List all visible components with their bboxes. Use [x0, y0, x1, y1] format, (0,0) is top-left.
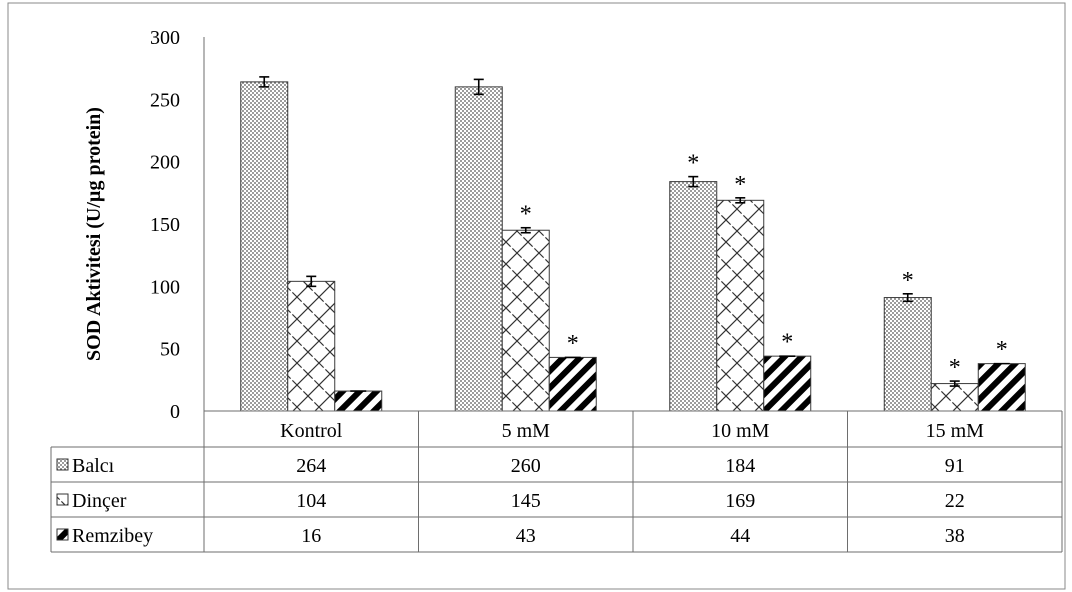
legend-label: Balcı: [72, 455, 115, 477]
table-cell-value: 38: [945, 525, 965, 547]
category-label: 10 mM: [711, 420, 770, 442]
table-cell-value: 43: [516, 525, 536, 547]
bar-remzibey-0: [334, 390, 383, 412]
legend-label: Dinçer: [72, 490, 127, 512]
table-cell-value: 260: [511, 455, 541, 477]
y-tick-label: 0: [170, 401, 180, 423]
significance-marker: *: [567, 331, 579, 357]
bar-diner-2: [716, 199, 765, 412]
significance-marker: *: [781, 330, 793, 356]
table-cell-value: 169: [725, 490, 755, 512]
table-cell-value: 16: [301, 525, 321, 547]
y-tick-label: 250: [150, 89, 180, 111]
category-label: Kontrol: [280, 420, 343, 442]
bar-balc-0: [240, 81, 289, 412]
table-cell-value: 44: [730, 525, 750, 547]
table-cell-value: 145: [511, 490, 541, 512]
table-cell-value: 264: [296, 455, 326, 477]
bar-balc-2: [669, 181, 718, 412]
category-label: 15 mM: [926, 420, 985, 442]
table-cell-value: 184: [725, 455, 755, 477]
legend-label: Remzibey: [72, 525, 153, 547]
bar-balc-3: [883, 297, 932, 412]
bar-remzibey-2: [763, 355, 812, 412]
y-tick-label: 200: [150, 152, 180, 174]
data-table: Kontrol 5 mM 10 mM 15 mM Balcı 264 260 184 91 Din…: [50, 410, 1063, 553]
legend-key-balc: [56, 458, 69, 471]
table-cell-value: 22: [945, 490, 965, 512]
significance-marker: *: [520, 202, 532, 228]
significance-marker: *: [687, 151, 699, 177]
y-axis: 0 50 100 150 200 250 300: [150, 27, 205, 423]
y-tick-label: 300: [150, 27, 180, 49]
bar-remzibey-1: [548, 356, 597, 412]
significance-marker: *: [734, 172, 746, 198]
y-axis-label: SOD Aktivitesi (U/µg protein): [83, 107, 105, 361]
bars: * * * * * * * *: [240, 76, 1026, 412]
table-cell-value: 91: [945, 455, 965, 477]
table-cell-value: 104: [296, 490, 326, 512]
legend-key-remzibey: [56, 528, 69, 541]
bar-balc-1: [454, 86, 503, 412]
bar-diner-3: [930, 383, 979, 412]
y-tick-label: 50: [160, 339, 180, 361]
legend-key-diner: [56, 493, 69, 506]
significance-marker: *: [902, 268, 914, 294]
y-tick-label: 100: [150, 276, 180, 298]
significance-marker: *: [996, 337, 1008, 363]
category-label: 5 mM: [502, 420, 551, 442]
bar-diner-1: [501, 229, 550, 412]
significance-marker: *: [949, 355, 961, 381]
y-tick-label: 150: [150, 214, 180, 236]
bar-remzibey-3: [977, 363, 1026, 412]
bar-diner-0: [287, 280, 336, 412]
